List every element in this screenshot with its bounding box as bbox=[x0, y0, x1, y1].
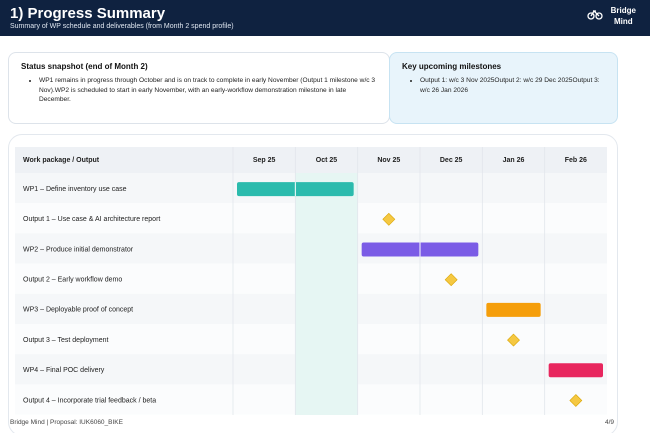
footer-left: Bridge Mind | Proposal: IUK6060_BIKE bbox=[10, 419, 123, 426]
logo: Bridge Mind bbox=[587, 5, 636, 27]
milestone bbox=[507, 333, 520, 347]
row-label: Output 4 – Incorporate trial feedback / … bbox=[23, 397, 156, 404]
logo-line: Mind bbox=[613, 17, 633, 26]
month-label: Feb 26 bbox=[565, 157, 587, 164]
row-label: Output 3 – Test deployment bbox=[23, 337, 109, 344]
row-label: WP2 – Produce initial demonstrator bbox=[23, 246, 134, 253]
milestones-title: Key upcoming milestones bbox=[402, 62, 502, 71]
gantt-bar bbox=[486, 302, 541, 317]
gantt: Work package / Output Sep 25 Oct 25 Nov 25 D… bbox=[15, 147, 607, 415]
logo-line: Bridge bbox=[610, 6, 636, 15]
table-header bbox=[15, 147, 607, 173]
month-label: Nov 25 bbox=[377, 157, 400, 164]
month-label: Sep 25 bbox=[253, 157, 276, 164]
page-number: 4/9 bbox=[604, 419, 614, 426]
header-bar bbox=[0, 0, 650, 36]
row-label: WP1 – Define inventory use case bbox=[23, 186, 127, 193]
month-label: Oct 25 bbox=[316, 157, 338, 164]
status-bullet: WP1 remains in progress through October … bbox=[39, 76, 379, 105]
month-label: Dec 25 bbox=[440, 157, 463, 164]
status-title: Status snapshot (end of Month 2) bbox=[21, 62, 148, 71]
current-month bbox=[295, 173, 358, 415]
header-label: Work package / Output bbox=[23, 157, 100, 164]
table-frame bbox=[8, 134, 618, 433]
milestone bbox=[444, 273, 458, 287]
milestone-bullet: Output 1: w/c 3 Nov 2025Output 2: w/c 29… bbox=[420, 76, 607, 95]
row-label: Output 2 – Early workflow demo bbox=[23, 277, 122, 284]
subtitle: Summary of WP schedule and deliverables … bbox=[10, 23, 234, 30]
row-label: Output 1 – Use case & AI architecture re… bbox=[23, 216, 160, 223]
month-label: Jan 26 bbox=[503, 157, 525, 164]
gantt-bar bbox=[548, 363, 603, 378]
row-label: WP4 – Final POC delivery bbox=[23, 367, 105, 374]
row-label: WP3 – Deployable proof of concept bbox=[23, 307, 133, 314]
bike-icon bbox=[587, 9, 603, 20]
milestones-box: Key upcoming milestones Output 1: w/c 3 … bbox=[389, 52, 618, 124]
status-box: Status snapshot (end of Month 2) WP1 rem… bbox=[8, 52, 390, 124]
milestone bbox=[569, 394, 583, 407]
title: 1) Progress Summary bbox=[10, 5, 166, 22]
milestone bbox=[382, 212, 396, 226]
